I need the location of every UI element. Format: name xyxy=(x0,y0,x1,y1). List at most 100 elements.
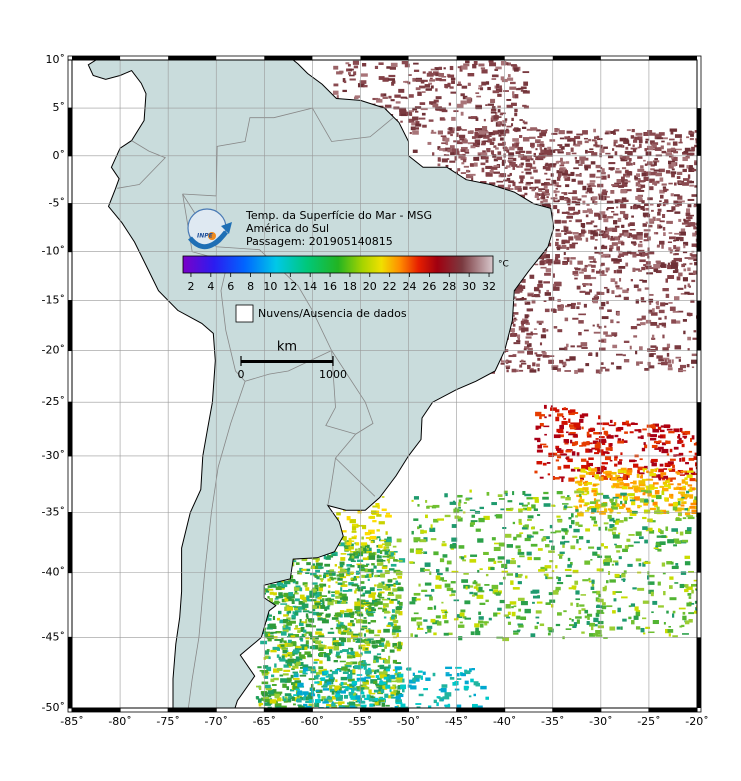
sst-pixel xyxy=(575,598,580,601)
sst-pixel xyxy=(544,433,547,436)
sst-pixel xyxy=(588,353,593,356)
sst-pixel xyxy=(500,60,507,66)
sst-pixel xyxy=(650,140,655,144)
sst-pixel xyxy=(662,287,669,292)
sst-pixel xyxy=(629,511,637,517)
sst-pixel xyxy=(364,568,368,573)
sst-pixel xyxy=(504,166,508,169)
sst-pixel xyxy=(664,497,668,501)
sst-pixel xyxy=(569,427,577,430)
sst-pixel xyxy=(561,240,566,245)
sst-pixel xyxy=(685,462,689,465)
sst-pixel xyxy=(397,586,403,589)
sst-pixel xyxy=(317,597,322,600)
sst-pixel xyxy=(615,499,618,504)
sst-pixel xyxy=(673,194,680,197)
sst-pixel xyxy=(283,669,291,672)
sst-pixel xyxy=(620,500,623,505)
sst-pixel xyxy=(346,637,351,643)
sst-pixel xyxy=(368,629,375,634)
sst-pixel xyxy=(555,416,560,422)
sst-pixel xyxy=(620,158,628,162)
sst-pixel xyxy=(298,607,303,610)
sst-pixel xyxy=(288,597,292,602)
sst-pixel xyxy=(433,632,437,636)
sst-pixel xyxy=(615,591,622,593)
sst-pixel xyxy=(500,76,505,81)
sst-pixel xyxy=(461,65,468,70)
sst-pixel xyxy=(676,176,681,179)
sst-pixel xyxy=(650,171,658,176)
sst-pixel xyxy=(282,698,287,702)
sst-pixel xyxy=(503,567,508,569)
sst-pixel xyxy=(452,682,458,686)
sst-pixel xyxy=(577,202,580,204)
sst-pixel xyxy=(420,530,427,534)
sst-pixel xyxy=(563,257,570,260)
sst-pixel xyxy=(676,486,679,490)
sst-pixel xyxy=(384,569,390,575)
sst-pixel xyxy=(619,210,626,215)
sst-pixel xyxy=(574,235,581,239)
sst-pixel xyxy=(375,603,379,606)
sst-pixel xyxy=(367,568,374,573)
sst-pixel xyxy=(407,81,411,85)
sst-pixel xyxy=(366,609,369,614)
sst-pixel xyxy=(584,488,588,493)
sst-pixel xyxy=(672,464,675,468)
sst-pixel xyxy=(548,592,553,596)
sst-pixel xyxy=(635,350,638,355)
sst-pixel xyxy=(469,668,472,673)
sst-pixel xyxy=(349,519,356,524)
sst-pixel xyxy=(483,136,490,139)
sst-pixel xyxy=(650,434,658,438)
sst-pixel xyxy=(603,496,610,499)
sst-pixel xyxy=(623,232,631,237)
sst-pixel xyxy=(677,171,683,176)
sst-pixel xyxy=(679,257,682,262)
sst-pixel xyxy=(661,477,666,481)
sst-pixel xyxy=(643,176,649,182)
sst-pixel xyxy=(354,653,362,658)
sst-pixel xyxy=(484,584,490,586)
sst-pixel xyxy=(349,705,356,708)
sst-pixel xyxy=(445,141,449,146)
sst-pixel xyxy=(394,94,401,98)
sst-pixel xyxy=(366,544,370,550)
sst-pixel xyxy=(687,204,692,208)
sst-pixel xyxy=(301,558,308,562)
sst-pixel xyxy=(383,676,389,680)
sst-pixel xyxy=(281,598,287,603)
sst-pixel xyxy=(409,548,414,553)
sst-pixel xyxy=(646,424,652,428)
sst-pixel xyxy=(537,548,543,551)
sst-pixel xyxy=(295,562,300,565)
sst-pixel xyxy=(635,611,641,617)
sst-pixel xyxy=(668,232,673,234)
sst-pixel xyxy=(638,480,646,485)
sst-pixel xyxy=(519,502,524,505)
sst-pixel xyxy=(678,437,682,441)
sst-pixel xyxy=(437,697,444,699)
sst-pixel xyxy=(388,664,391,669)
sst-pixel xyxy=(494,592,501,595)
sst-pixel xyxy=(280,678,287,683)
sst-pixel xyxy=(563,407,567,409)
sst-pixel xyxy=(265,687,272,691)
sst-pixel xyxy=(348,611,355,616)
sst-pixel xyxy=(277,644,283,649)
sst-pixel xyxy=(427,606,433,609)
sst-pixel xyxy=(598,214,602,218)
sst-pixel xyxy=(331,707,337,708)
sst-pixel xyxy=(508,152,515,156)
sst-pixel xyxy=(518,181,524,184)
sst-pixel xyxy=(377,601,383,605)
sst-pixel xyxy=(415,617,422,620)
sst-pixel xyxy=(609,524,615,529)
sst-pixel xyxy=(667,262,670,267)
sst-pixel xyxy=(278,656,281,660)
sst-pixel xyxy=(542,199,548,203)
sst-pixel xyxy=(602,422,610,426)
sst-pixel xyxy=(354,618,357,620)
sst-pixel xyxy=(542,352,547,357)
